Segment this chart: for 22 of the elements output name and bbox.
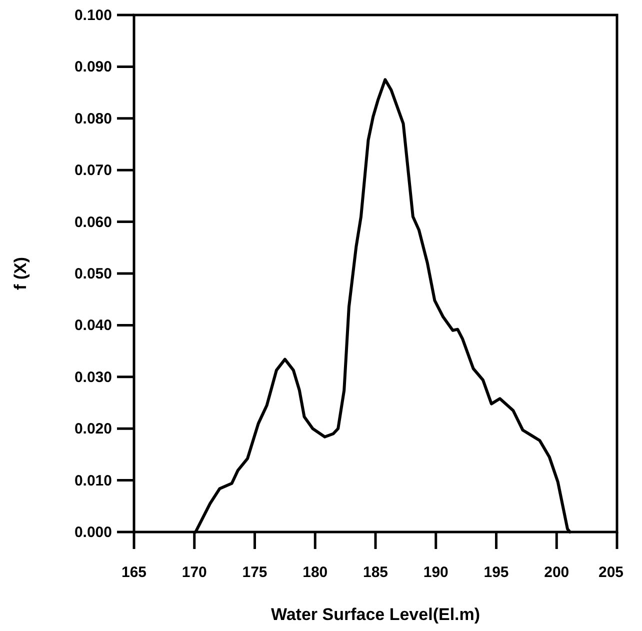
- y-tick-label: 0.010: [74, 472, 112, 490]
- x-tick-label: 205: [598, 564, 624, 581]
- y-tick-label: 0.080: [74, 110, 112, 128]
- y-axis-title: f (X): [11, 256, 30, 290]
- x-tick-label: 185: [362, 564, 388, 581]
- y-tick-label: 0.030: [74, 368, 112, 386]
- y-tick-label: 0.100: [74, 7, 112, 24]
- x-tick-label: 175: [242, 564, 268, 581]
- x-tick-label: 180: [302, 564, 328, 581]
- y-tick-label: 0.060: [74, 214, 112, 231]
- x-axis-title: Water Surface Level(El.m): [270, 605, 480, 624]
- x-tick-label: 190: [423, 564, 448, 581]
- y-tick-label: 0.070: [74, 162, 112, 180]
- x-tick-label: 165: [121, 564, 147, 581]
- y-tick-label: 0.050: [74, 266, 112, 282]
- x-tick-label: 195: [484, 564, 509, 581]
- y-tick-label: 0.040: [74, 317, 112, 334]
- y-tick-label: 0.000: [74, 524, 112, 541]
- x-tick-label: 200: [544, 564, 570, 581]
- x-tick-label: 170: [182, 564, 207, 581]
- y-tick-label: 0.020: [74, 420, 112, 438]
- y-tick-label: 0.090: [74, 58, 112, 76]
